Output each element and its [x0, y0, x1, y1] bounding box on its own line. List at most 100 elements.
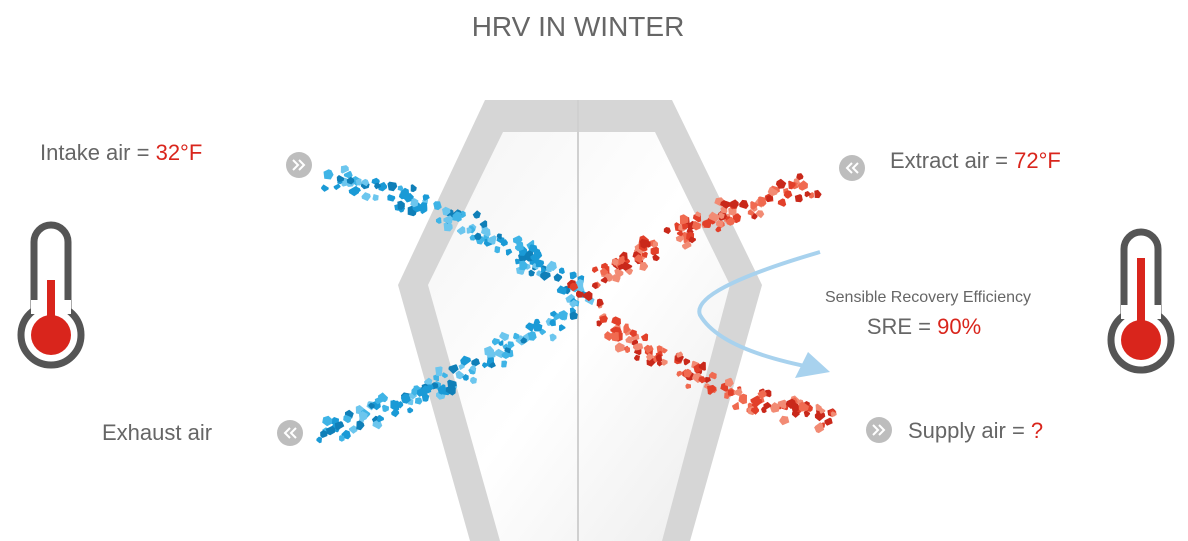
- particle: [325, 425, 335, 436]
- particle: [411, 387, 420, 396]
- extract-label: Extract air = 72°F: [890, 148, 1061, 173]
- particle: [339, 435, 345, 442]
- particle: [494, 246, 501, 254]
- particle: [501, 360, 508, 368]
- particle: [395, 401, 404, 409]
- particle: [791, 402, 799, 413]
- particle: [622, 261, 633, 271]
- particle: [391, 409, 400, 418]
- particle: [733, 388, 743, 397]
- particle: [750, 395, 761, 405]
- particle: [433, 201, 442, 211]
- particle: [676, 370, 683, 377]
- particle: [797, 180, 808, 191]
- particle: [498, 340, 504, 346]
- particle: [546, 266, 552, 273]
- particle: [683, 368, 692, 378]
- particle: [707, 384, 717, 395]
- supply-text: Supply air =: [908, 418, 1031, 443]
- particle: [685, 383, 691, 389]
- particle: [679, 214, 689, 225]
- particle: [452, 211, 462, 222]
- particle: [460, 355, 472, 367]
- particle: [525, 322, 534, 332]
- particle: [530, 253, 538, 261]
- particle: [610, 327, 616, 333]
- particle: [596, 320, 603, 327]
- particle: [356, 420, 365, 431]
- particle: [403, 193, 414, 203]
- particle: [372, 194, 379, 201]
- particle: [676, 351, 683, 358]
- particle: [725, 216, 735, 226]
- particle: [558, 324, 566, 332]
- particle: [361, 178, 369, 187]
- particle: [725, 377, 734, 388]
- particle: [656, 360, 664, 367]
- particle: [343, 414, 352, 424]
- particle: [462, 374, 469, 381]
- particle: [514, 258, 520, 265]
- particle: [824, 417, 833, 426]
- particle: [368, 402, 375, 410]
- particle: [491, 338, 501, 346]
- particle: [445, 384, 456, 396]
- particle: [471, 358, 480, 367]
- particle: [600, 267, 609, 276]
- particle: [727, 389, 735, 396]
- particle: [361, 192, 371, 202]
- sre-value: 90%: [937, 314, 981, 339]
- particle: [650, 246, 659, 256]
- particle: [642, 251, 648, 258]
- exhaust-label: Exhaust air: [102, 420, 212, 445]
- particle: [767, 186, 778, 197]
- particle: [625, 335, 633, 344]
- airflow: [316, 165, 837, 444]
- particle: [516, 241, 524, 252]
- particle: [769, 402, 780, 413]
- particle: [535, 258, 545, 268]
- particle: [708, 371, 717, 380]
- particle: [532, 321, 543, 332]
- efficiency-caption: Sensible Recovery Efficiency: [825, 289, 1031, 306]
- particle: [316, 436, 322, 444]
- particle: [458, 363, 465, 370]
- particle: [500, 239, 508, 247]
- particle: [739, 199, 749, 209]
- particle: [646, 353, 654, 361]
- particle: [442, 372, 448, 379]
- particle: [730, 199, 739, 209]
- particle: [591, 282, 598, 290]
- particle: [815, 403, 822, 411]
- particle: [663, 227, 671, 235]
- efficiency-label: SRE = 90%: [867, 314, 981, 339]
- particle: [499, 331, 510, 342]
- particle: [731, 402, 740, 411]
- particle: [435, 217, 442, 224]
- title: HRV IN WINTER: [472, 11, 685, 42]
- particle: [372, 419, 383, 430]
- particle: [695, 211, 702, 218]
- particle: [390, 400, 396, 408]
- particle: [612, 274, 621, 283]
- particle: [540, 266, 547, 273]
- particle: [378, 392, 388, 403]
- particle: [426, 384, 434, 392]
- arrow-head: [795, 352, 830, 378]
- icon-extract: [839, 155, 865, 181]
- extract-text: Extract air =: [890, 148, 1014, 173]
- particle: [794, 194, 803, 203]
- supply-value: ?: [1031, 418, 1043, 443]
- particle: [569, 299, 578, 308]
- particle: [333, 183, 341, 191]
- particle: [617, 263, 624, 271]
- particle: [442, 206, 451, 216]
- particle: [656, 345, 663, 353]
- particle: [676, 230, 684, 237]
- particle: [479, 220, 488, 229]
- particle: [652, 253, 660, 262]
- particle: [629, 329, 637, 337]
- particle: [691, 221, 702, 231]
- particle: [766, 194, 774, 203]
